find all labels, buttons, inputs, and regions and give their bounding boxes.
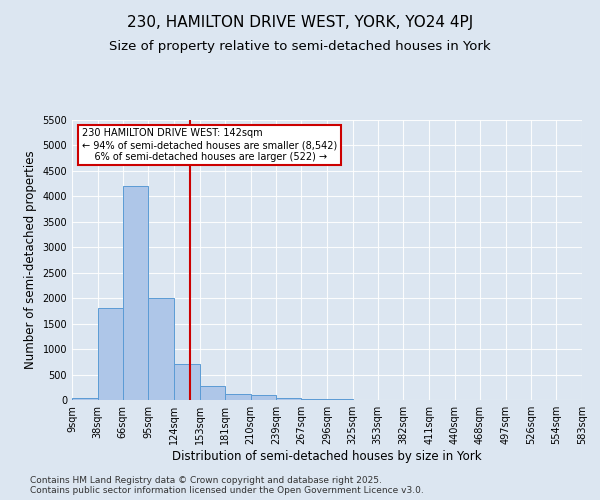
X-axis label: Distribution of semi-detached houses by size in York: Distribution of semi-detached houses by … <box>172 450 482 463</box>
Text: Size of property relative to semi-detached houses in York: Size of property relative to semi-detach… <box>109 40 491 53</box>
Bar <box>301 399 327 400</box>
Text: 230, HAMILTON DRIVE WEST, YORK, YO24 4PJ: 230, HAMILTON DRIVE WEST, YORK, YO24 4PJ <box>127 15 473 30</box>
Bar <box>72 398 98 400</box>
Y-axis label: Number of semi-detached properties: Number of semi-detached properties <box>24 150 37 370</box>
Bar <box>225 394 251 400</box>
Bar <box>200 386 225 400</box>
Bar <box>98 308 122 400</box>
Bar <box>148 298 174 400</box>
Text: 230 HAMILTON DRIVE WEST: 142sqm
← 94% of semi-detached houses are smaller (8,542: 230 HAMILTON DRIVE WEST: 142sqm ← 94% of… <box>82 128 337 162</box>
Text: Contains HM Land Registry data © Crown copyright and database right 2025.
Contai: Contains HM Land Registry data © Crown c… <box>30 476 424 495</box>
Bar <box>251 396 277 400</box>
Bar <box>122 186 148 400</box>
Bar <box>174 364 200 400</box>
Bar <box>277 398 301 400</box>
